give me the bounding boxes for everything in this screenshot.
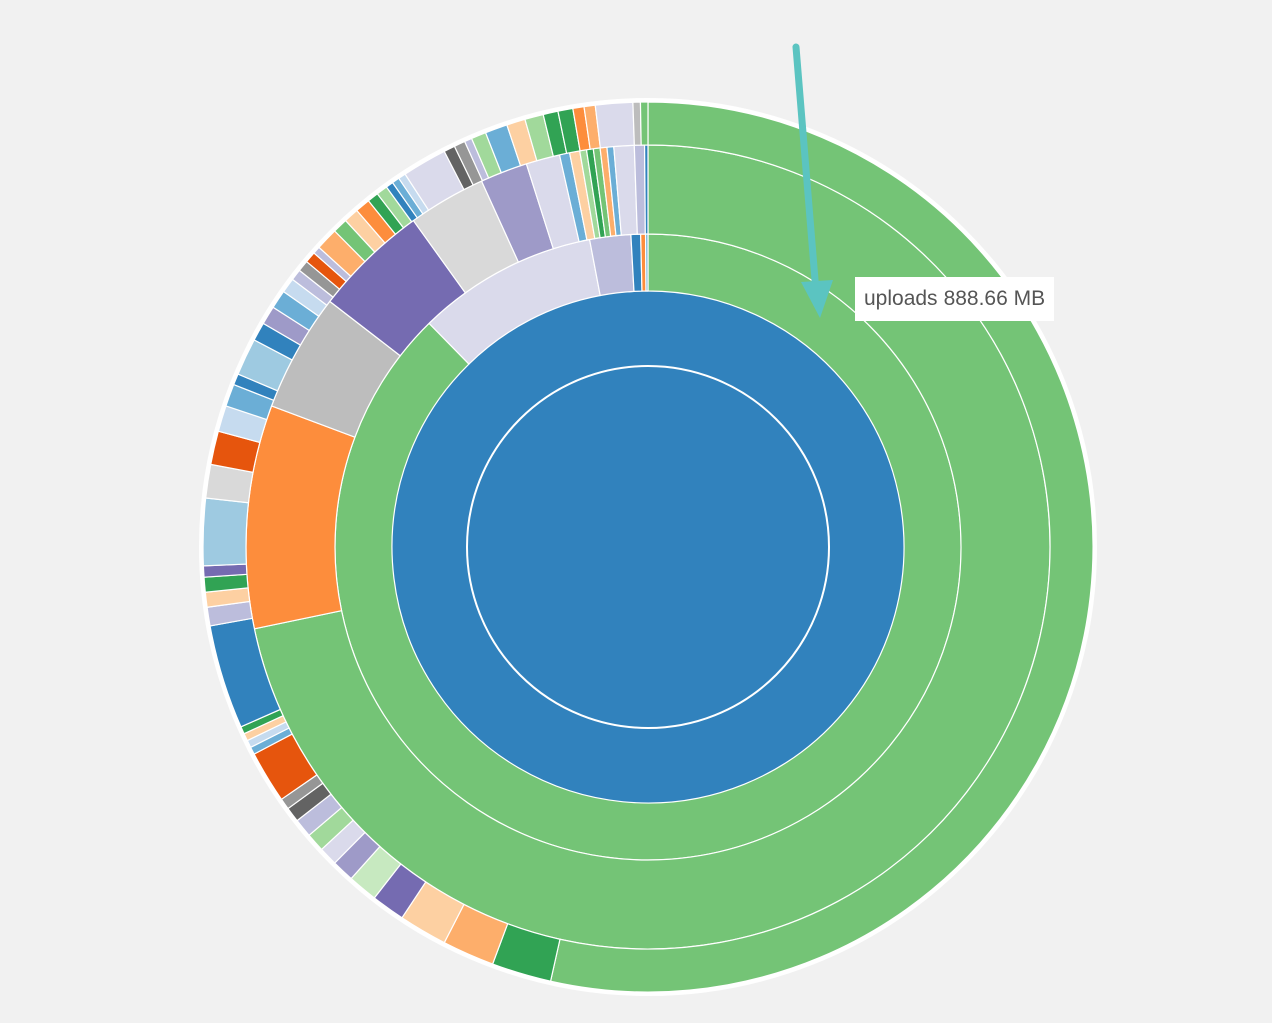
tooltip-label: uploads (864, 287, 938, 311)
ring2-segment-6[interactable] (646, 234, 648, 291)
sunburst-rings (201, 100, 1095, 994)
ring4-segment-60[interactable] (633, 102, 641, 145)
ring4-segment-61[interactable] (640, 102, 648, 145)
tooltip-value: 888.66 MB (944, 287, 1046, 311)
tooltip: uploads 888.66 MB (855, 277, 1054, 321)
sunburst-root[interactable] (392, 291, 904, 803)
ring3-segment-17[interactable] (645, 145, 648, 234)
ring4-segment-23[interactable] (203, 498, 248, 566)
ring4-segment-59[interactable] (595, 102, 634, 148)
